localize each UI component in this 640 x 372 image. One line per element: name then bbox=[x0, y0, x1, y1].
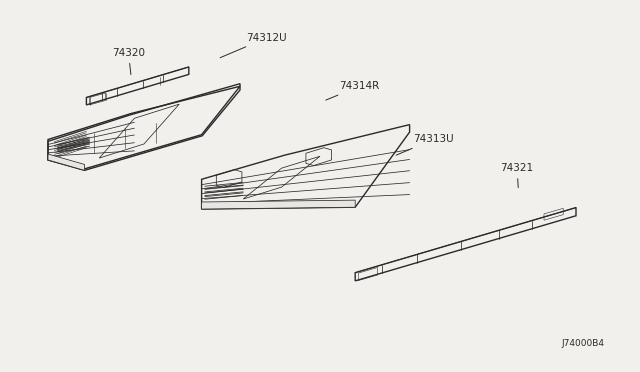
Text: 74320: 74320 bbox=[112, 48, 145, 75]
Text: 74313U: 74313U bbox=[396, 135, 453, 155]
Text: 74321: 74321 bbox=[500, 163, 534, 188]
Polygon shape bbox=[48, 154, 84, 170]
Text: J74000B4: J74000B4 bbox=[562, 339, 605, 348]
Text: 74312U: 74312U bbox=[220, 33, 287, 58]
Polygon shape bbox=[202, 200, 355, 209]
Text: 74314R: 74314R bbox=[326, 81, 380, 100]
